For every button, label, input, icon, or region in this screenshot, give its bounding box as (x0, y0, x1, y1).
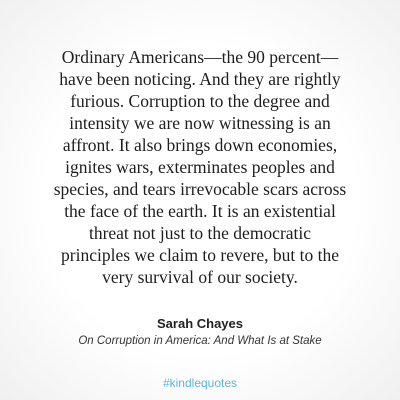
book-title: On Corruption in America: And What Is at… (78, 335, 322, 347)
quote-line: threat not just to the democratic (88, 223, 312, 243)
author: Sarah Chayes (157, 316, 243, 331)
quote-line: Ordinary Americans—the 90 percent— (61, 47, 339, 67)
quote-line: principles we claim to revere, but to th… (61, 245, 339, 265)
quote-line: intensity we are now witnessing is an (69, 113, 331, 133)
quote-line: the face of the earth. It is an existent… (64, 201, 336, 221)
quote: Ordinary Americans—the 90 percent— have b… (0, 46, 400, 288)
quote-line: very survival of our society. (102, 267, 298, 287)
hashtag: #kindlequotes (162, 376, 238, 390)
quote-line: furious. Corruption to the degree and (70, 91, 330, 111)
quote-line: affront. It also brings down economies, (62, 135, 338, 155)
quote-line: have been noticing. And they are rightly (59, 69, 341, 89)
quote-line: species, and tears irrevocable scars acr… (53, 179, 347, 199)
quote-line: ignites wars, exterminates peoples and (65, 157, 335, 177)
